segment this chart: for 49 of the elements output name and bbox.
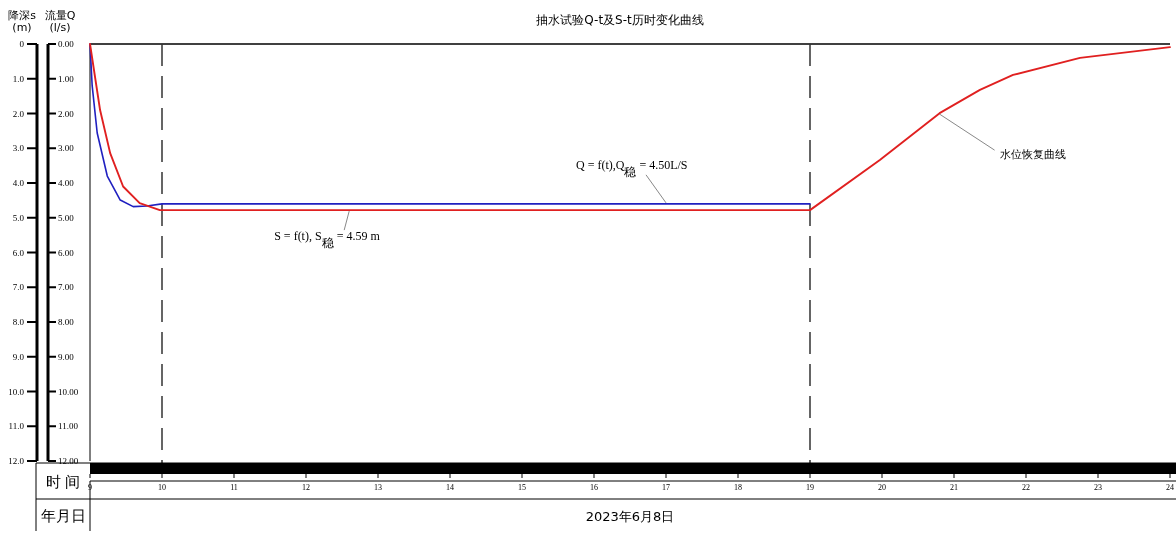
y2-tick-label: 11.00 xyxy=(58,421,79,432)
y2-tick-label: 12.00 xyxy=(58,456,79,466)
x-tick-label: 9 xyxy=(88,483,92,492)
y-tick-label: 9.0 xyxy=(12,351,25,362)
y-tick-label: 6.0 xyxy=(12,247,25,258)
x-tick-label: 21 xyxy=(950,483,958,492)
y-tick-label: 12.0 xyxy=(8,456,25,466)
y-tick-label: 10.0 xyxy=(8,386,25,397)
text: 年月日 xyxy=(40,507,86,525)
y2-tick-label: 3.00 xyxy=(58,143,75,154)
y2-tick-label: 6.00 xyxy=(58,247,75,258)
x-tick-label: 15 xyxy=(518,483,526,492)
x-tick-label: 16 xyxy=(590,483,598,492)
y-tick-label: 7.0 xyxy=(12,282,25,293)
x-tick-label: 14 xyxy=(446,483,454,492)
x-tick-label: 18 xyxy=(734,483,742,492)
chart-title: 抽水试验Q-t及S-t历时变化曲线 xyxy=(536,13,704,27)
x-tick-label: 22 xyxy=(1022,483,1030,492)
y-tick-label: 11.0 xyxy=(8,421,25,432)
x-tick-label: 17 xyxy=(662,483,670,492)
y-axis-title: 降深s (m) xyxy=(8,9,37,34)
y2-tick-label: 5.00 xyxy=(58,212,75,223)
y2-tick-label: 9.00 xyxy=(58,351,75,362)
x-tick-label: 24 xyxy=(1166,483,1174,492)
y2-tick-label: 0.00 xyxy=(58,39,75,49)
y-tick-label: 0 xyxy=(19,39,25,49)
y2-tick-label: 10.00 xyxy=(58,386,79,397)
x-axis-title: 时 间 xyxy=(45,473,81,491)
y-tick-label: 4.0 xyxy=(12,178,25,188)
y2-tick-label: 1.00 xyxy=(58,73,75,84)
y2-tick-label: 7.00 xyxy=(58,282,75,293)
y2-tick-label: 8.00 xyxy=(58,317,75,327)
x-tick-label: 20 xyxy=(878,483,886,492)
x-tick-label: 12 xyxy=(302,483,310,492)
annotation: 水位恢复曲线 xyxy=(999,148,1066,162)
x-tick-label: 23 xyxy=(1094,483,1102,492)
y2-tick-label: 2.00 xyxy=(58,108,75,119)
text: 2023年6月8日 xyxy=(585,509,675,524)
y-tick-label: 3.0 xyxy=(12,143,25,154)
y-tick-label: 2.0 xyxy=(12,108,25,119)
y2-tick-label: 4.00 xyxy=(58,178,75,188)
y2-axis-title: 流量Q (l/s) xyxy=(44,9,76,34)
x-tick-label: 13 xyxy=(374,483,382,492)
y-tick-label: 8.0 xyxy=(12,317,25,327)
x-tick-label: 19 xyxy=(806,483,814,492)
x-tick-label: 10 xyxy=(158,483,166,492)
x-tick-label: 11 xyxy=(230,483,238,492)
y-tick-label: 1.0 xyxy=(12,73,25,84)
y-tick-label: 5.0 xyxy=(12,212,25,223)
